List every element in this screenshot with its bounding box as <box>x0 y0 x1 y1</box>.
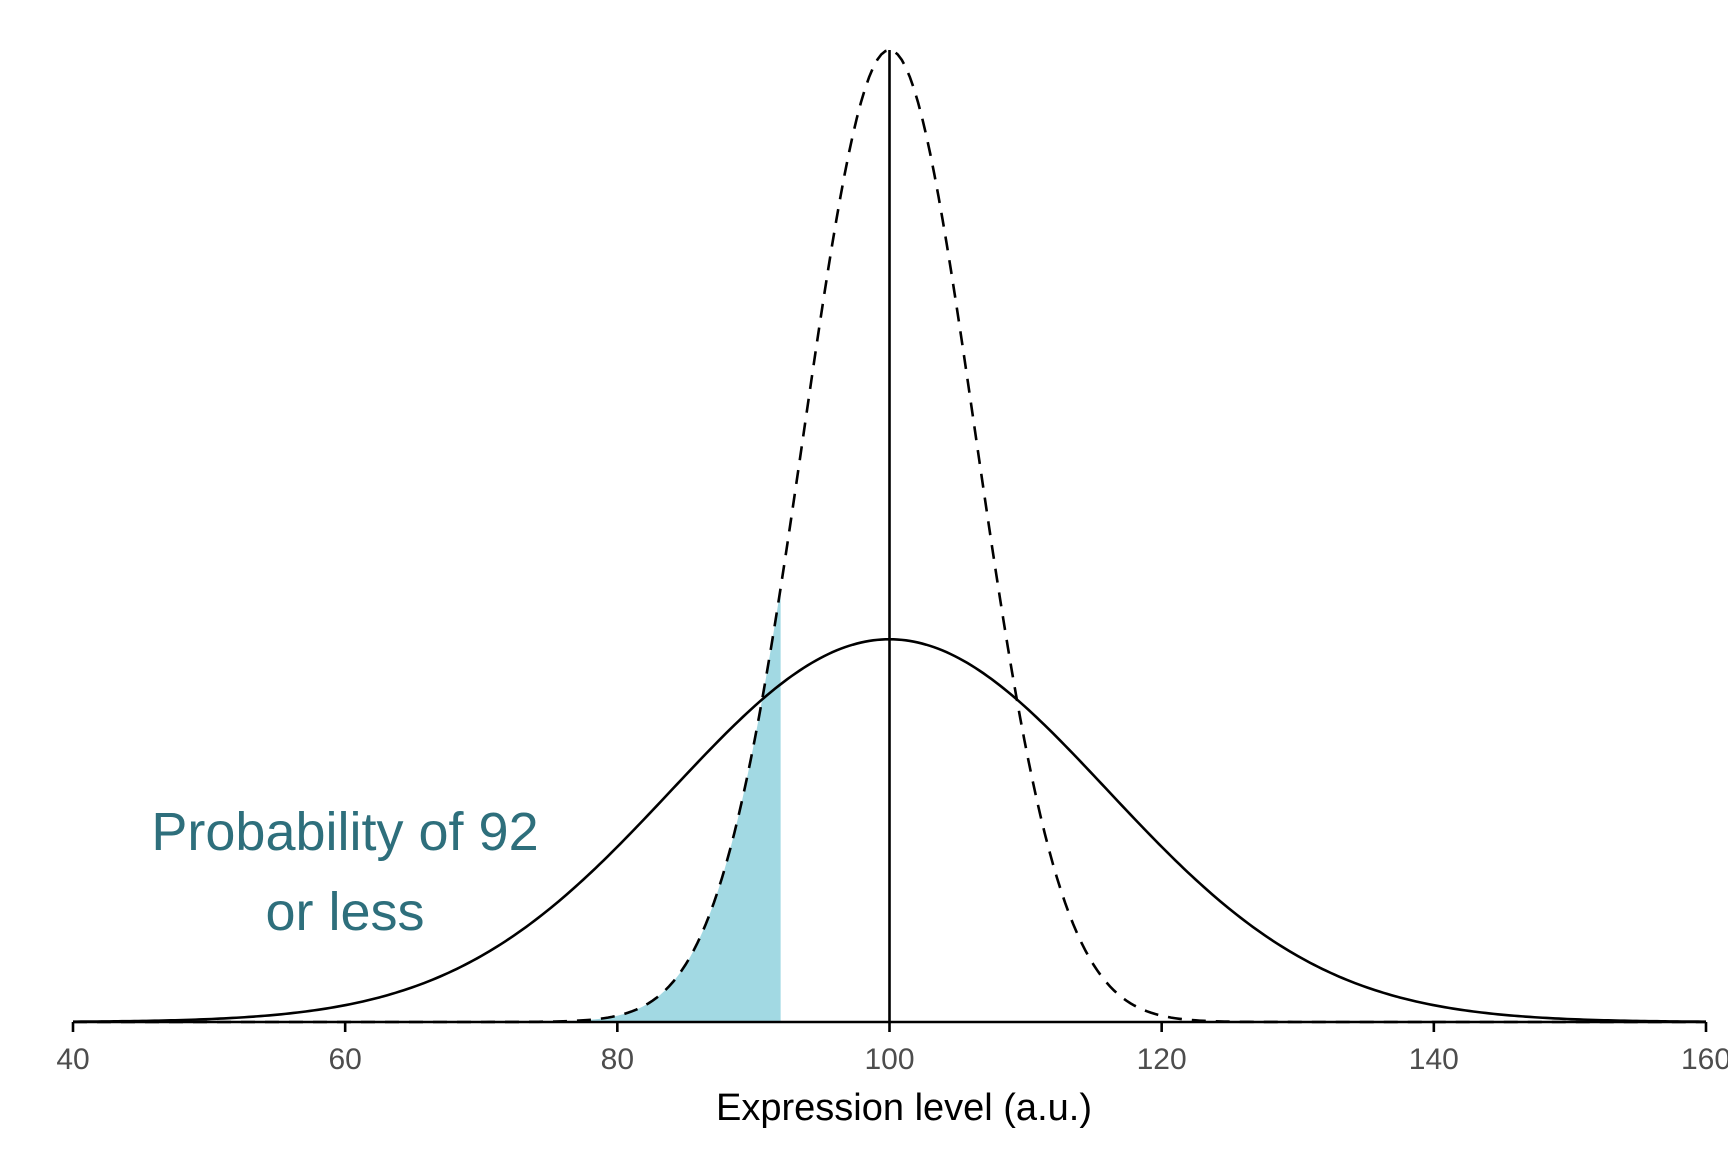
x-tick-label: 100 <box>864 1043 914 1076</box>
x-tick-label: 140 <box>1409 1043 1459 1076</box>
annotation-line: or less <box>265 882 424 942</box>
x-tick-label: 40 <box>56 1043 89 1076</box>
x-tick-label: 80 <box>601 1043 634 1076</box>
shaded-area <box>73 587 781 1022</box>
x-tick-label: 60 <box>328 1043 361 1076</box>
plot-area <box>72 48 1707 1024</box>
annotation-text: Probability of 92 or less <box>151 802 538 942</box>
x-axis: 40 60 80 100 120 140 160 <box>56 1020 1728 1076</box>
x-tick-label: 120 <box>1137 1043 1187 1076</box>
x-tick-label: 160 <box>1681 1043 1728 1076</box>
x-axis-title: Expression level (a.u.) <box>716 1087 1092 1129</box>
annotation-line: Probability of 92 <box>151 802 538 862</box>
